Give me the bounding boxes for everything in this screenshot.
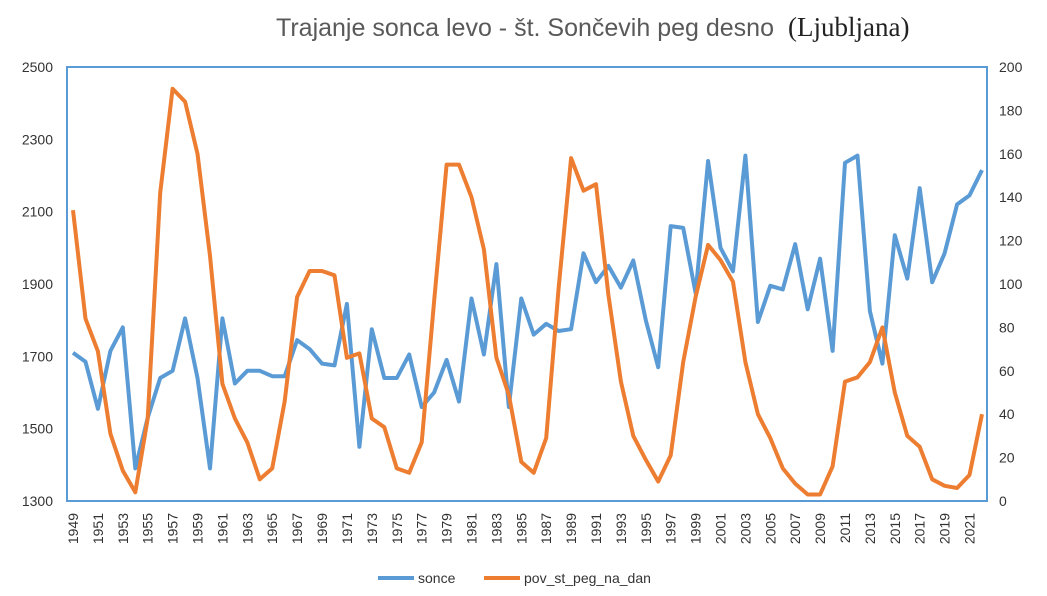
y-right-tick-label: 140: [999, 189, 1023, 205]
x-tick-label: 2007: [787, 513, 803, 544]
y-left-tick-label: 1500: [22, 421, 53, 437]
x-tick-label: 2005: [762, 513, 778, 544]
y-left-tick-label: 2500: [22, 59, 53, 75]
x-tick-label: 1957: [165, 513, 181, 544]
y-right-tick-label: 200: [999, 59, 1023, 75]
x-tick-label: 1975: [389, 513, 405, 544]
x-tick-label: 1973: [364, 513, 380, 544]
x-tick-label: 1969: [314, 513, 330, 544]
y-left-tick-label: 1700: [22, 348, 53, 364]
y-right-tick-label: 160: [999, 146, 1023, 162]
y-right-tick-label: 180: [999, 102, 1023, 118]
series-line-sonce: [71, 153, 984, 471]
x-tick-label: 1967: [289, 513, 305, 544]
x-tick-label: 1977: [414, 513, 430, 544]
y-right-tick-label: 100: [999, 276, 1023, 292]
x-tick-label: 2003: [737, 513, 753, 544]
x-tick-label: 1997: [663, 513, 679, 544]
x-tick-label: 1987: [538, 513, 554, 544]
x-tick-label: 1971: [339, 513, 355, 544]
x-tick-label: 2019: [937, 513, 953, 544]
x-tick-label: 1993: [613, 513, 629, 544]
x-tick-label: 1991: [588, 513, 604, 544]
x-tick-label: 2017: [912, 513, 928, 544]
x-tick-label: 1963: [239, 513, 255, 544]
x-tick-label: 1989: [563, 513, 579, 544]
plot-frame: [66, 66, 988, 502]
y-right-tick-label: 80: [999, 319, 1015, 335]
legend-label-sonce: sonce: [418, 570, 456, 586]
x-tick-label: 1979: [439, 513, 455, 544]
x-tick-label: 1999: [688, 513, 704, 544]
y-left-tick-label: 1300: [22, 493, 53, 509]
y-left-tick-label: 2300: [22, 131, 53, 147]
x-tick-label: 1985: [513, 513, 529, 544]
chart-title-location: (Ljubljana): [787, 12, 910, 42]
x-tick-label: 1981: [463, 513, 479, 544]
x-tick-label: 2011: [837, 513, 853, 543]
x-tick-label: 1951: [90, 513, 106, 544]
y-left-tick-label: 2100: [22, 204, 53, 220]
x-tick-label: 2015: [887, 513, 903, 544]
x-tick-label: 2001: [713, 513, 729, 544]
x-tick-label: 1949: [65, 513, 81, 544]
x-tick-label: 1961: [214, 513, 230, 544]
x-tick-label: 1953: [115, 513, 131, 544]
series-line-pov_st_peg_na_dan: [71, 86, 984, 497]
x-tick-label: 1959: [190, 513, 206, 544]
x-tick-label: 2013: [862, 513, 878, 544]
y-right-tick-label: 60: [999, 363, 1015, 379]
x-tick-label: 2009: [812, 513, 828, 544]
y-left-tick-label: 1900: [22, 276, 53, 292]
x-tick-label: 2021: [962, 513, 978, 544]
x-tick-label: 1995: [638, 513, 654, 544]
chart-title: Trajanje sonca levo - št. Sončevih peg d…: [276, 12, 909, 43]
x-tick-label: 1983: [488, 513, 504, 544]
y-right-tick-label: 40: [999, 406, 1015, 422]
y-right-tick-label: 0: [999, 493, 1007, 509]
y-right-tick-label: 20: [999, 450, 1015, 466]
x-tick-label: 1955: [140, 513, 156, 544]
legend-label-pov_st_peg_na_dan: pov_st_peg_na_dan: [524, 570, 651, 586]
x-tick-label: 1965: [264, 513, 280, 544]
y-right-tick-label: 120: [999, 233, 1023, 249]
chart-title-text: Trajanje sonca levo - št. Sončevih peg d…: [276, 14, 774, 42]
